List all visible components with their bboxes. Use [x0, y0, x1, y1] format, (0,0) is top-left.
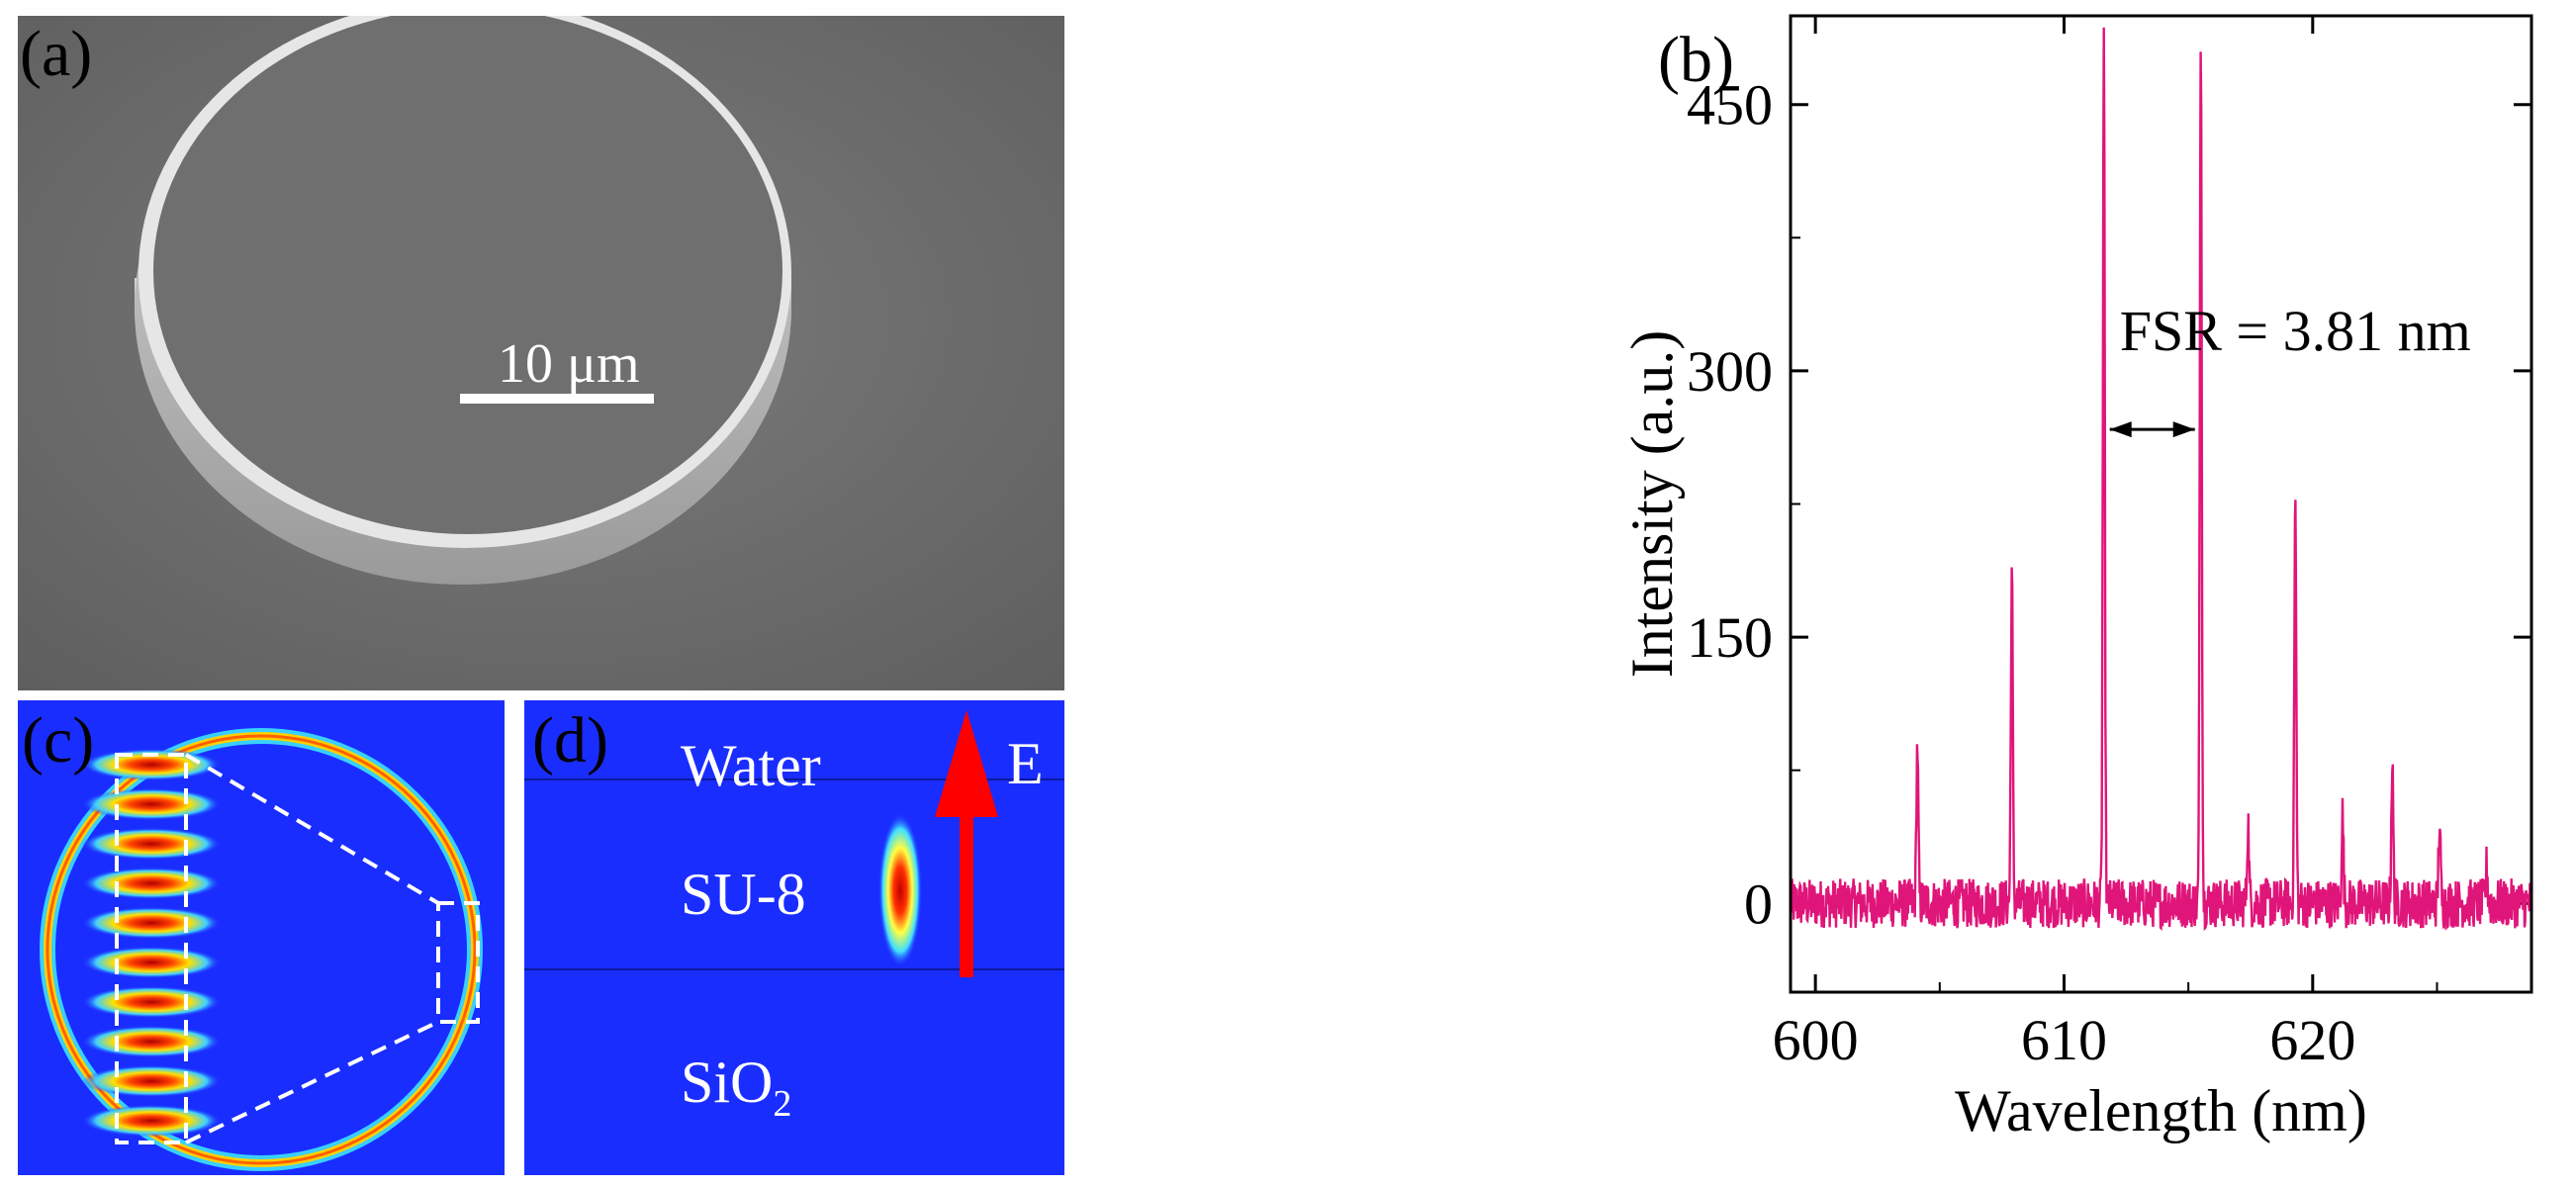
x-tick-label: 610	[2021, 1008, 2107, 1072]
x-tick-label: 600	[1773, 1008, 1859, 1072]
y-tick-label: 0	[1744, 871, 1773, 936]
panel-d-label: (d)	[532, 704, 608, 777]
scale-bar-label: 10 μm	[498, 333, 640, 395]
panel-b-label: (b)	[1658, 24, 1734, 96]
y-tick-label: 150	[1687, 605, 1773, 670]
fsr-arrow-right-head	[2172, 421, 2195, 438]
x-tick-label: 620	[2269, 1008, 2355, 1072]
fsr-arrow	[2109, 421, 2195, 438]
panel-a-sem-image: (a) 10 μm	[18, 16, 1064, 690]
fsr-annotation: FSR = 3.81 nm	[2120, 299, 2471, 363]
x-ticks: 600 610 620	[1773, 16, 2438, 1072]
zoom-guides	[115, 753, 480, 1144]
panel-d-cross-section: (d) Water E SU-8 SiO2	[524, 700, 1064, 1175]
sem-disk-illustration	[18, 16, 1064, 690]
mode-top-view-illustration	[18, 700, 505, 1175]
panel-a-label: (a)	[20, 18, 93, 90]
e-field-arrow-shaft	[960, 789, 973, 977]
e-field-arrow-head	[935, 710, 998, 817]
layer-su8-label: SU-8	[681, 862, 806, 927]
panel-c-label: (c)	[22, 704, 95, 777]
e-field-label: E	[1007, 731, 1044, 796]
cross-section-illustration	[524, 700, 1064, 1175]
y-ticks: 0 150 300 450	[1687, 73, 2531, 936]
spectrum-line	[1789, 27, 2532, 932]
x-axis-label: Wavelength (nm)	[1955, 1078, 2367, 1143]
layer-water-label: Water	[681, 733, 821, 798]
spectrum-chart: 0 150 300 450 600 610 620 Intensity (a.u.) Wa…	[1619, 14, 2533, 1143]
mode-spot	[878, 813, 922, 967]
plot-frame	[1789, 14, 2533, 994]
scale-bar	[460, 394, 654, 404]
y-tick-label: 450	[1687, 73, 1773, 137]
disk-top	[153, 16, 782, 534]
panel-b-spectrum-chart: 0 150 300 450 600 610 620 Intensity (a.u.) Wa…	[1078, 0, 2576, 1188]
y-axis-label: Intensity (a.u.)	[1619, 330, 1685, 679]
y-tick-label: 300	[1687, 339, 1773, 404]
fsr-arrow-left-head	[2109, 421, 2132, 438]
layer-sio2-label: SiO2	[681, 1050, 792, 1125]
panel-c-mode-top-view: (c)	[18, 700, 505, 1175]
